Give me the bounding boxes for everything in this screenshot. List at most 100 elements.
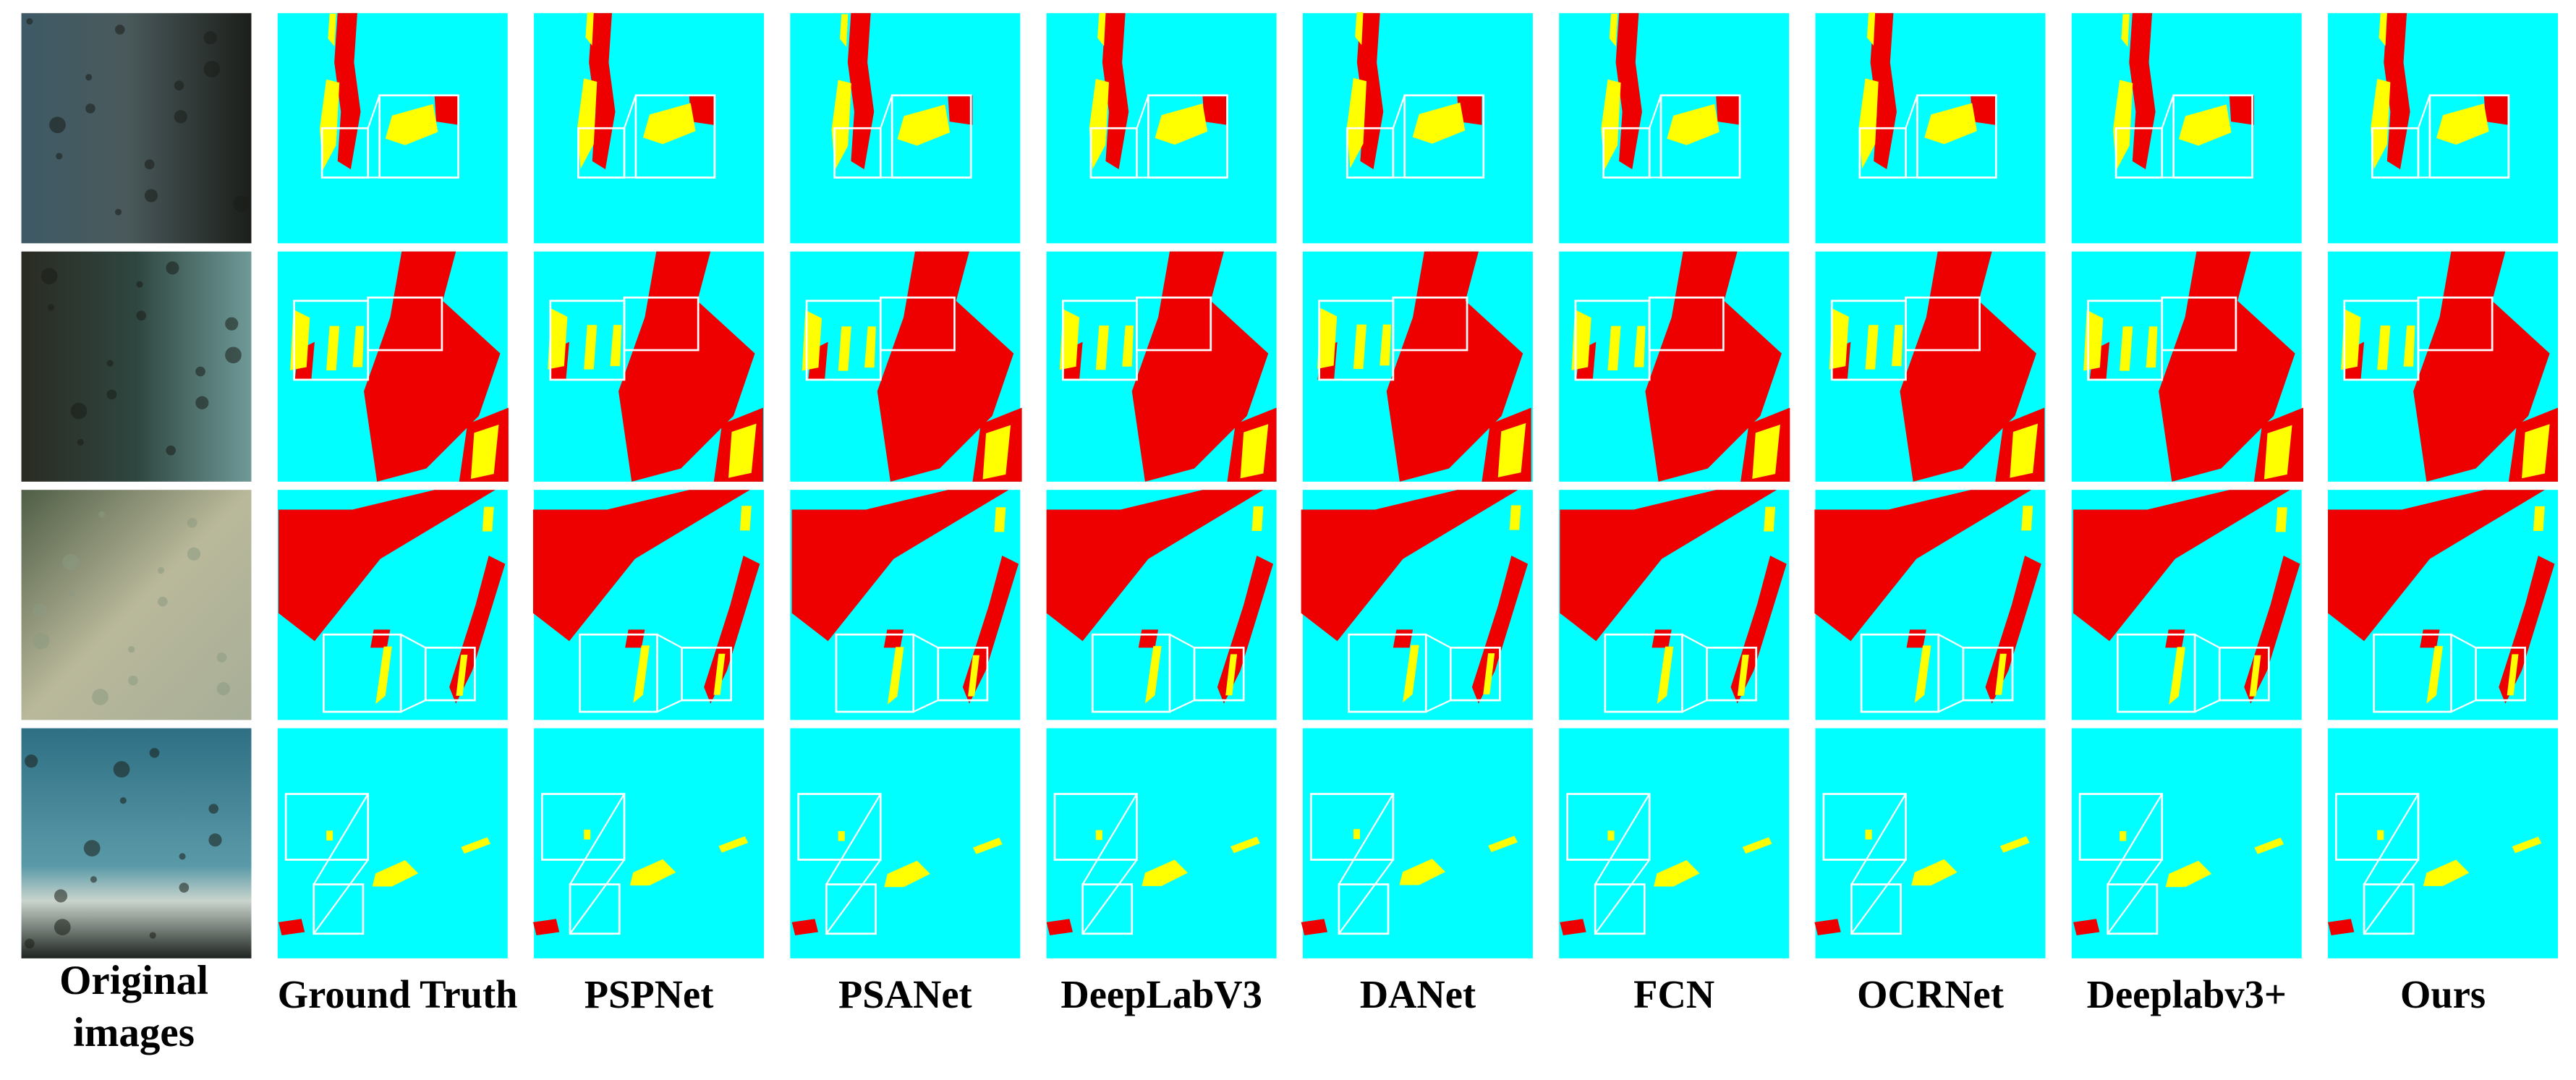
texture-spot (113, 761, 130, 778)
texture-spot (106, 360, 114, 367)
zoom-box (1338, 883, 1390, 935)
segment-yellow (456, 655, 468, 696)
texture-spot (136, 281, 143, 288)
texture-spot (233, 195, 250, 213)
texture-spot (187, 517, 197, 528)
image-tile (532, 490, 765, 720)
segment-yellow (1654, 860, 1700, 887)
zoom-connector (623, 95, 637, 129)
texture-spot (203, 31, 217, 45)
zoom-box (2078, 793, 2164, 861)
zoom-box (1594, 883, 1646, 935)
segment-red (532, 490, 750, 642)
texture-spot (33, 632, 50, 650)
segment-yellow (887, 647, 904, 705)
zoom-box (1604, 633, 1683, 713)
zoom-connector (1392, 95, 1406, 129)
image-tile (21, 13, 252, 244)
segment-yellow (470, 424, 499, 479)
texture-spot (54, 889, 68, 903)
texture-spot (85, 74, 93, 81)
zoom-connector (1649, 95, 1662, 129)
segment-yellow (1865, 829, 1872, 840)
texture-spot (144, 189, 158, 203)
texture-spot (90, 876, 97, 883)
zoom-box (681, 646, 732, 702)
image-tile (1559, 728, 1790, 958)
segment-yellow (584, 325, 598, 370)
image-tile (1302, 251, 1533, 482)
segment-yellow (1914, 645, 1931, 703)
zoom-connector (1425, 700, 1451, 713)
image-tile (2071, 251, 2304, 482)
segment-red (847, 13, 875, 170)
texture-spot (98, 511, 106, 518)
texture-spot (56, 153, 63, 160)
zoom-connector (1081, 794, 1138, 885)
segment-yellow (1230, 836, 1260, 854)
segment-yellow (1742, 837, 1772, 854)
texture-spot (195, 396, 209, 409)
segment-yellow (2512, 836, 2542, 854)
segment-yellow (728, 423, 757, 478)
image-tile (1815, 251, 2046, 482)
column-label: FCN (1633, 972, 1714, 1016)
segment-red (2420, 629, 2440, 648)
segment-red (791, 919, 818, 936)
texture-spot (62, 553, 80, 571)
segment-yellow (1403, 645, 1419, 703)
segment-yellow (2341, 309, 2361, 370)
zoom-box (1905, 296, 1981, 352)
segment-yellow (629, 859, 676, 886)
segment-yellow (1144, 646, 1162, 704)
image-tile (21, 490, 252, 720)
segment-yellow (1240, 424, 1269, 479)
zoom-box (1860, 633, 1940, 713)
zoom-connector (569, 859, 625, 935)
zoom-connector (2363, 859, 2419, 935)
texture-spot (69, 590, 76, 597)
zoom-connector (2107, 794, 2163, 885)
segment-yellow (2254, 838, 2284, 854)
zoom-box (1392, 296, 1468, 352)
zoom-connector (400, 634, 426, 649)
texture-spot (128, 646, 135, 653)
segment-red (1971, 95, 1996, 125)
image-tile (790, 728, 1021, 958)
segment-yellow (839, 14, 849, 47)
segment-red (2229, 95, 2254, 125)
segment-yellow (2083, 310, 2104, 371)
original-image (21, 251, 252, 482)
segmentation-background (2071, 728, 2302, 958)
zoom-box (2117, 633, 2196, 713)
zoom-box (797, 793, 882, 861)
segment-yellow (1752, 424, 1780, 479)
zoom-box (1449, 646, 1501, 702)
zoom-connector (1594, 859, 1651, 935)
zoom-box (1566, 793, 1651, 861)
zoom-box (1309, 793, 1395, 861)
segment-yellow (713, 653, 726, 695)
segment-red (1716, 95, 1741, 125)
segment-yellow (1571, 309, 1591, 370)
texture-spot (70, 402, 88, 420)
texture-spot (119, 797, 127, 804)
segment-red (1906, 629, 1926, 648)
segmentation-background (1046, 728, 1277, 958)
segment-yellow (2113, 80, 2133, 171)
zoom-box (1916, 94, 1997, 179)
zoom-box (1648, 296, 1725, 352)
segment-yellow (2178, 104, 2232, 146)
segment-yellow (385, 103, 438, 145)
texture-spot (144, 159, 155, 170)
segment-yellow (2249, 655, 2261, 697)
zoom-connector (313, 859, 369, 935)
segment-red (1046, 490, 1264, 642)
segment-yellow (352, 326, 365, 367)
segment-red (434, 95, 459, 125)
zoom-connector (1905, 95, 1918, 129)
image-tile (1302, 12, 1533, 244)
zoom-box (1962, 646, 2014, 702)
zoom-box (579, 633, 658, 713)
